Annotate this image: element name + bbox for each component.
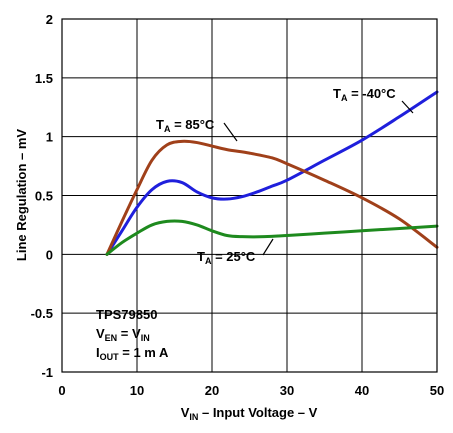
y-tick-label: 0.5 — [35, 189, 53, 204]
y-tick-label: 1 — [46, 130, 53, 145]
series-line-minus-40c — [105, 90, 439, 256]
y-tick-label: 2 — [46, 12, 53, 27]
x-axis-title: VIN – Input Voltage – V — [181, 405, 318, 422]
series-line-85c — [105, 139, 439, 256]
annotation-minus-40c: TA = -40°C — [333, 86, 396, 103]
tick-labels: 0 10 20 30 40 50 2 1.5 1 0.5 0 -0.5 -1 — [31, 12, 445, 398]
annotation-leader-25c — [262, 238, 274, 256]
annotation-leader-85c — [223, 122, 238, 142]
annotation-leader-minus-40c — [401, 100, 414, 114]
y-tick-label: -1 — [41, 365, 53, 380]
x-tick-label: 30 — [280, 383, 294, 398]
ven-condition-label: VEN = VIN — [96, 326, 150, 343]
annotation-25c: TA = 25°C — [197, 249, 256, 266]
y-tick-label: 0 — [46, 247, 53, 262]
iout-condition-label: IOUT = 1 m A — [96, 345, 169, 362]
y-tick-label: 1.5 — [35, 71, 53, 86]
x-tick-label: 10 — [130, 383, 144, 398]
part-number-label: TPS79850 — [96, 307, 157, 322]
x-tick-label: 0 — [58, 383, 65, 398]
annotation-85c: TA = 85°C — [156, 117, 215, 134]
x-tick-label: 40 — [355, 383, 369, 398]
y-tick-label: -0.5 — [31, 306, 53, 321]
y-axis-title: Line Regulation – mV — [14, 129, 29, 262]
series-line-25c — [105, 219, 439, 256]
plot-frame — [61, 18, 438, 373]
x-tick-label: 20 — [205, 383, 219, 398]
x-tick-label: 50 — [430, 383, 444, 398]
series-lines — [105, 90, 439, 256]
